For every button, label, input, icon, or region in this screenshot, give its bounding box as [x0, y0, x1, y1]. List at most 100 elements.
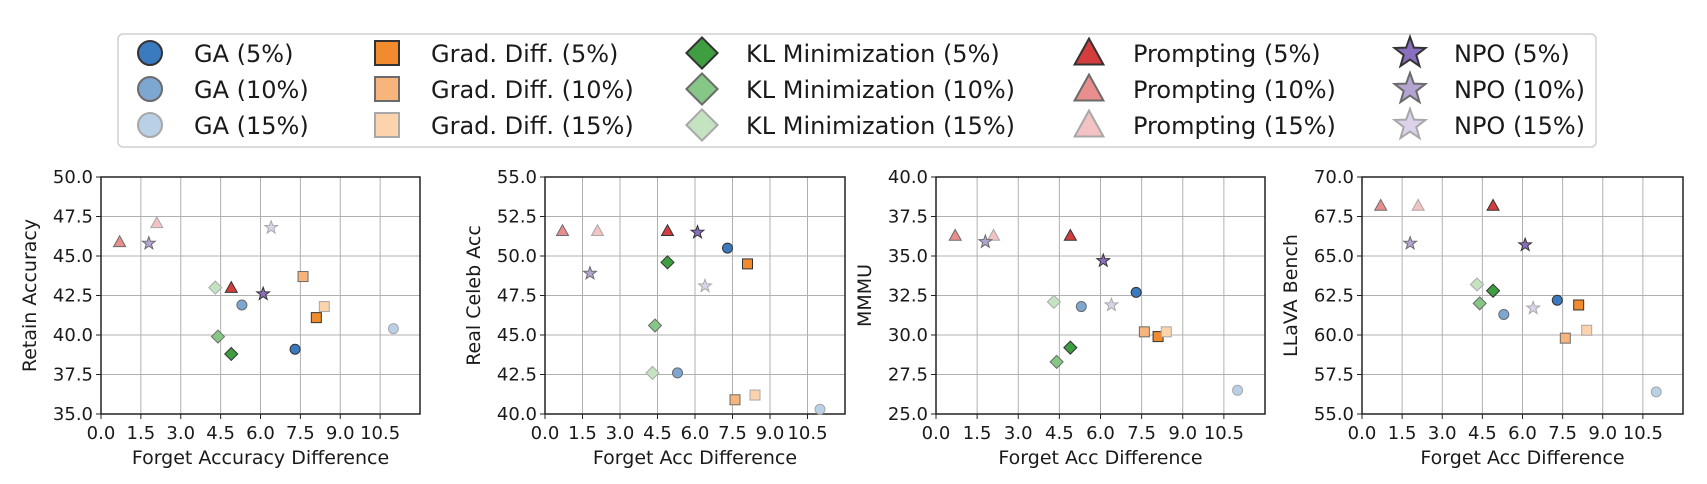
x-tick-label: 4.5: [1045, 423, 1074, 444]
legend-item: KL Minimization (10%): [684, 71, 1015, 107]
legend-item: Grad. Diff. (15%): [374, 112, 634, 140]
point-ga-15: [387, 323, 399, 335]
x-tick-label: 9.0: [326, 423, 355, 444]
point-npo-5: [689, 224, 706, 239]
x-tick-label: 1.5: [568, 423, 597, 444]
x-tick-label: 1.5: [127, 423, 156, 444]
y-tick-label: 40.0: [888, 167, 928, 188]
point-ga-10: [236, 299, 248, 311]
point-npo-5: [255, 285, 271, 301]
legend-label: GA (10%): [194, 76, 309, 104]
legend-marker: [374, 112, 400, 138]
x-tick-label: 9.0: [756, 423, 785, 444]
y-tick-label: 32.5: [888, 286, 928, 307]
point-gd-10: [1559, 332, 1571, 344]
y-tick-label: 40.0: [53, 325, 93, 346]
point-ga-15: [814, 403, 826, 415]
legend-label: NPO (15%): [1454, 112, 1585, 140]
point-npo-10: [582, 265, 598, 281]
x-tick-label: 6.0: [246, 423, 275, 444]
y-tick-label: 57.5: [1314, 365, 1354, 386]
x-axis-label: Forget Acc Difference: [1420, 447, 1624, 469]
y-axis-label: MMMU: [854, 264, 876, 327]
point-gd-15: [749, 389, 761, 401]
x-tick-label: 4.5: [643, 423, 672, 444]
legend-label: NPO (5%): [1454, 40, 1570, 68]
y-ticks: 35.0 37.5 40.0 42.5 45.0 47.5 50.0: [53, 167, 101, 425]
x-ticks: 0.0 1.5 3.0 4.5 6.0 7.5 9.0 10.5: [1348, 414, 1663, 444]
point-ga-5: [722, 242, 733, 254]
plots: 0.0 1.5 3.0 4.5 6.0 7.5 9.0 10.535.037.540.042.…: [19, 167, 1684, 469]
y-tick-label: 40.0: [497, 404, 537, 425]
legend-item: GA (5%): [137, 40, 293, 68]
y-tick-label: 37.5: [53, 365, 93, 386]
legend-marker: [1391, 33, 1429, 69]
x-axis-label: Forget Acc Difference: [593, 447, 797, 469]
x-tick-label: 0.0: [922, 423, 951, 444]
point-ga-5: [1551, 294, 1563, 306]
point-npo-15: [1525, 299, 1542, 315]
x-tick-label: 0.0: [87, 423, 116, 444]
x-tick-label: 4.5: [1468, 423, 1497, 444]
legend-label: NPO (10%): [1454, 76, 1585, 104]
point-ga-10: [1075, 301, 1087, 313]
legend-label: Prompting (5%): [1133, 40, 1321, 68]
y-ticks: 55.0 57.5 60.0 62.5 65.0 67.5 70.0: [1314, 167, 1362, 425]
y-axis-label: Retain Accuracy: [19, 219, 41, 372]
y-tick-label: 47.5: [53, 207, 93, 228]
legend-label: KL Minimization (15%): [746, 112, 1015, 140]
point-kl-5: [224, 346, 239, 362]
point-ga-5: [1130, 286, 1142, 298]
y-tick-label: 52.5: [497, 207, 537, 228]
point-ga-10: [1498, 308, 1510, 320]
y-tick-label: 55.0: [497, 167, 537, 188]
y-tick-label: 42.5: [497, 365, 537, 386]
legend-label: Prompting (10%): [1133, 76, 1336, 104]
legend-label: GA (5%): [194, 40, 293, 68]
legend-item: Grad. Diff. (10%): [374, 76, 634, 104]
point-kl-10: [1049, 354, 1064, 370]
point-pr-5: [660, 223, 675, 237]
x-axis-label: Forget Accuracy Difference: [132, 447, 389, 469]
legend-item: NPO (5%): [1391, 33, 1570, 69]
point-ga-15: [1650, 386, 1662, 398]
point-pr-5: [1063, 228, 1078, 241]
x-tick-label: 3.0: [606, 423, 635, 444]
legend-item: KL Minimization (5%): [684, 35, 1000, 71]
legend-item: Prompting (5%): [1072, 36, 1321, 68]
point-kl-15: [1046, 294, 1062, 310]
x-tick-label: 7.5: [286, 423, 315, 444]
point-gd-5: [742, 258, 753, 270]
scatter-panel-3: 0.0 1.5 3.0 4.5 6.0 7.5 9.0 10.5 25.0 27.5 30.0 32.…: [854, 167, 1266, 469]
point-gd-10: [1138, 326, 1150, 338]
y-tick-label: 50.0: [53, 167, 93, 188]
point-npo-10: [1402, 235, 1418, 251]
point-gd-15: [1581, 324, 1593, 336]
scatter-panel-1: 0.0 1.5 3.0 4.5 6.0 7.5 9.0 10.5 35.0 37.5 40.0 42.…: [19, 167, 421, 469]
y-tick-label: 37.5: [888, 207, 928, 228]
legend-marker: [684, 107, 720, 143]
data-points: [112, 215, 399, 362]
point-pr-10: [555, 223, 570, 237]
x-tick-label: 7.5: [718, 423, 747, 444]
x-ticks: 0.0 1.5 3.0 4.5 6.0 7.5 9.0 10.5: [922, 414, 1244, 444]
legend-marker: [1072, 108, 1106, 138]
point-gd-10: [729, 394, 741, 406]
legend-label: Grad. Diff. (5%): [431, 40, 618, 68]
x-tick-label: 1.5: [963, 423, 992, 444]
legend-item: NPO (15%): [1391, 105, 1585, 141]
legend-marker: [137, 112, 163, 138]
legend-marker: [1072, 36, 1106, 66]
point-npo-5: [1517, 236, 1534, 252]
y-tick-label: 35.0: [53, 404, 93, 425]
legend-item: NPO (10%): [1391, 69, 1585, 105]
point-kl-15: [208, 280, 223, 295]
y-ticks: 40.0 42.5 45.0 47.5 50.0 52.5 55.0: [497, 167, 545, 425]
x-tick-label: 10.5: [1623, 423, 1663, 444]
point-kl-15: [645, 365, 660, 381]
x-tick-label: 0.0: [1348, 423, 1377, 444]
y-tick-label: 35.0: [888, 246, 928, 267]
legend-label: Grad. Diff. (10%): [431, 76, 634, 104]
point-pr-15: [590, 223, 605, 237]
